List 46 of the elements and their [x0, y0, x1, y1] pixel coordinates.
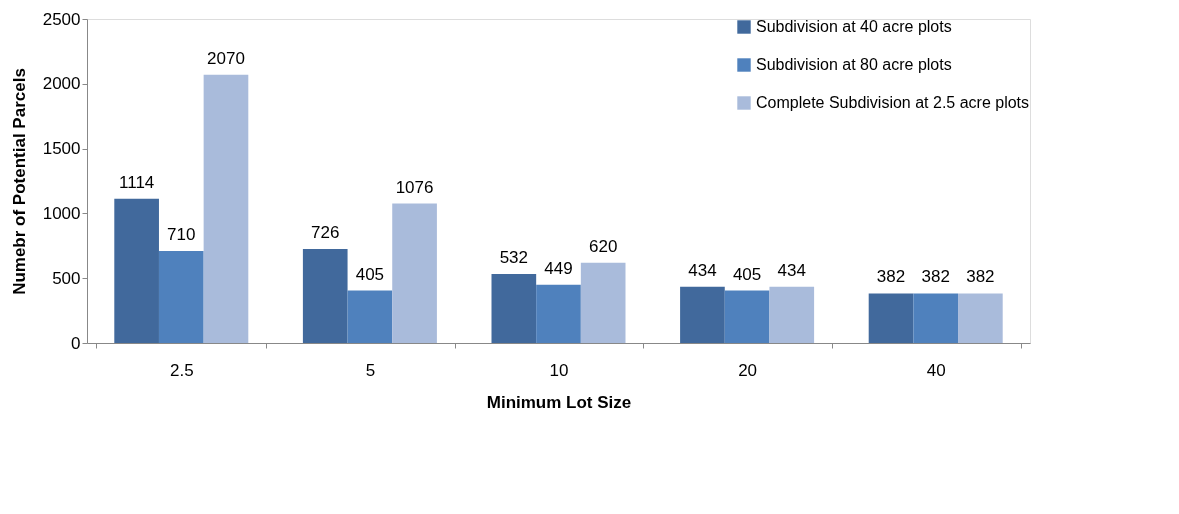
- x-tick-label: 10: [549, 360, 569, 380]
- data-label: 434: [688, 260, 717, 280]
- bar: [491, 274, 537, 343]
- data-label: 382: [876, 267, 906, 287]
- bar: [392, 203, 437, 343]
- bar: [724, 290, 770, 343]
- data-label: 1114: [118, 172, 155, 192]
- data-label: 382: [921, 267, 950, 287]
- y-tick-label: 2000: [42, 74, 81, 94]
- data-label: 405: [355, 264, 385, 284]
- x-axis-title: Minimum Lot Size: [486, 392, 632, 412]
- x-tick-label: 20: [738, 360, 758, 380]
- bar: [114, 198, 159, 343]
- bar: [302, 248, 348, 343]
- y-tick-label: 1500: [42, 139, 81, 159]
- bar: [868, 293, 914, 343]
- data-label: 382: [966, 267, 995, 287]
- data-label: 726: [311, 222, 340, 242]
- bar: [347, 290, 393, 343]
- bar: [958, 293, 1003, 343]
- bar: [536, 284, 581, 343]
- data-label: 1076: [395, 177, 434, 197]
- data-label: 532: [499, 248, 529, 268]
- data-label: 710: [167, 224, 196, 244]
- bar: [158, 250, 204, 343]
- legend-label: Complete Subdivision at 2.5 acre plots: [756, 94, 1030, 111]
- bar: [913, 293, 959, 343]
- bar: [580, 262, 626, 343]
- bar: [680, 286, 725, 343]
- legend-label: Subdivision at 80 acre plots: [756, 56, 952, 73]
- x-tick-label: 5: [365, 360, 376, 380]
- bar: [203, 74, 249, 343]
- x-tick-label: 40: [926, 360, 946, 380]
- y-axis-title: Numebr of Potential Parcels: [9, 68, 29, 295]
- bar: [769, 286, 815, 343]
- data-label: 620: [588, 236, 618, 256]
- y-tick-label: 500: [52, 268, 81, 288]
- data-label: 434: [777, 260, 806, 280]
- y-tick-label: 2500: [42, 9, 81, 29]
- data-label: 405: [732, 264, 762, 284]
- y-tick-label: 0: [71, 333, 81, 353]
- y-tick-label: 1000: [42, 203, 81, 223]
- data-label: 449: [544, 258, 573, 278]
- legend-label: Subdivision at 40 acre plots: [756, 18, 952, 35]
- x-tick-label: 2.5: [169, 360, 194, 380]
- data-label: 2070: [207, 48, 245, 68]
